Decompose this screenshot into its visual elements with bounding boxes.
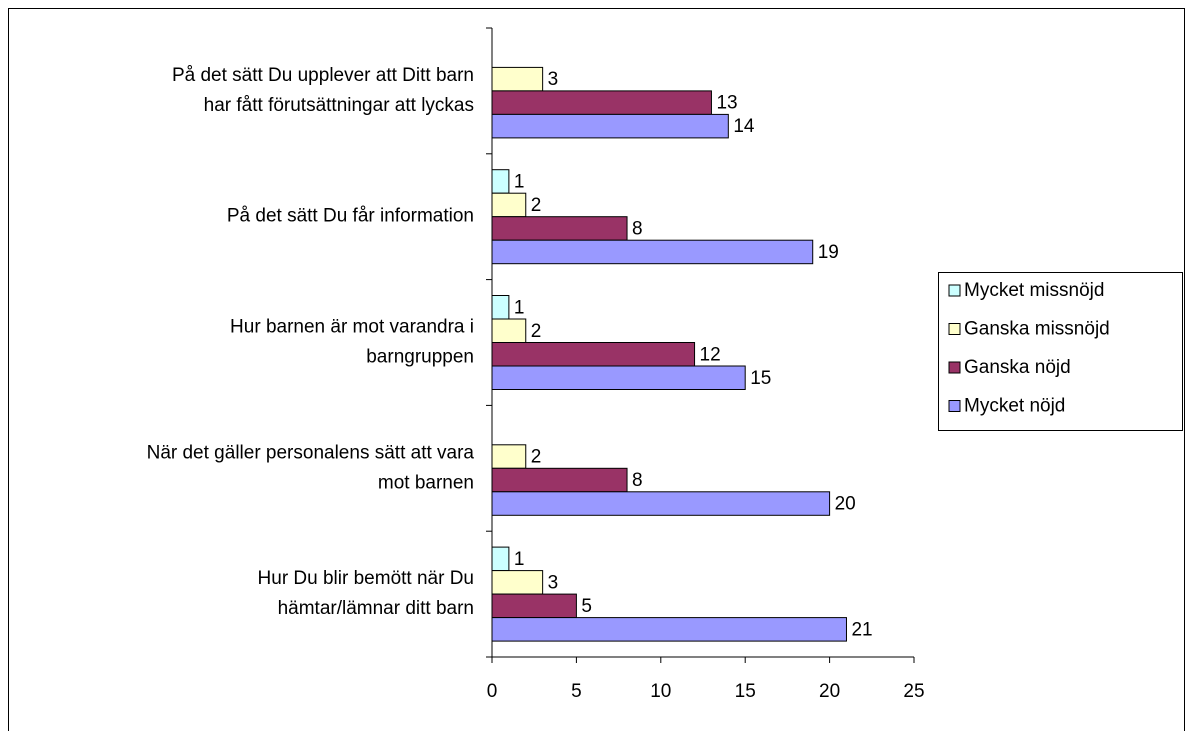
x-tick-label: 20: [819, 681, 840, 702]
value-label: 3: [548, 572, 559, 593]
bar: [491, 318, 527, 343]
value-label: 3: [548, 69, 559, 90]
legend-swatch: [948, 400, 961, 412]
value-label: 5: [581, 596, 592, 617]
bar: [491, 113, 729, 139]
value-label: 1: [514, 549, 525, 570]
legend-swatch: [948, 361, 961, 374]
bar: [491, 593, 577, 619]
value-label: 2: [531, 447, 542, 468]
category-label: har fått förutsättningar att lyckas: [204, 95, 474, 116]
category-label: Hur Du blir bemött när Du: [258, 568, 474, 589]
category-label: hämtar/lämnar ditt barn: [278, 598, 474, 619]
value-label: 13: [716, 93, 737, 114]
category-label: Hur barnen är mot varandra i: [230, 317, 474, 338]
x-tick-label: 5: [571, 681, 582, 702]
bar: [491, 491, 831, 516]
bar: [491, 169, 510, 194]
value-label: 21: [851, 619, 872, 640]
x-tick-label: 10: [650, 681, 671, 702]
x-tick-label: 0: [487, 681, 498, 702]
bar: [491, 90, 712, 115]
bar: [491, 546, 510, 572]
category-label: När det gäller personalens sätt att vara: [147, 442, 475, 463]
value-label: 1: [514, 171, 525, 192]
x-tick-label: 25: [903, 681, 924, 702]
bar: [491, 467, 628, 493]
bar: [491, 342, 696, 367]
legend-label: Ganska missnöjd: [964, 319, 1110, 340]
legend-label: Ganska nöjd: [964, 357, 1071, 378]
value-label: 15: [750, 368, 771, 389]
category-label: På det sätt Du får information: [227, 206, 474, 227]
x-tick-label: 15: [735, 681, 756, 702]
legend-label: Mycket missnöjd: [964, 280, 1104, 301]
bar: [491, 192, 527, 218]
legend-swatch: [948, 284, 961, 297]
value-label: 2: [531, 321, 542, 342]
bar: [491, 66, 544, 92]
bar: [491, 239, 814, 265]
bar: [491, 444, 527, 469]
value-label: 20: [835, 494, 856, 515]
bar: [491, 365, 746, 390]
value-label: 1: [514, 297, 525, 318]
value-label: 2: [531, 195, 542, 216]
value-label: 8: [632, 218, 643, 239]
legend-box: [938, 272, 1183, 431]
legend-label: Mycket nöjd: [964, 396, 1065, 417]
legend-swatch: [948, 323, 961, 335]
bar: [491, 216, 628, 241]
bar: [491, 570, 544, 595]
chart-border: [8, 8, 1185, 731]
category-label: barngruppen: [366, 347, 474, 368]
value-label: 19: [818, 242, 839, 263]
value-label: 8: [632, 470, 643, 491]
bar: [491, 617, 847, 642]
category-label: mot barnen: [378, 472, 474, 493]
bar: [491, 295, 510, 320]
category-label: På det sätt Du upplever att Ditt barn: [172, 65, 474, 86]
value-label: 12: [700, 344, 721, 365]
value-label: 14: [733, 116, 755, 137]
